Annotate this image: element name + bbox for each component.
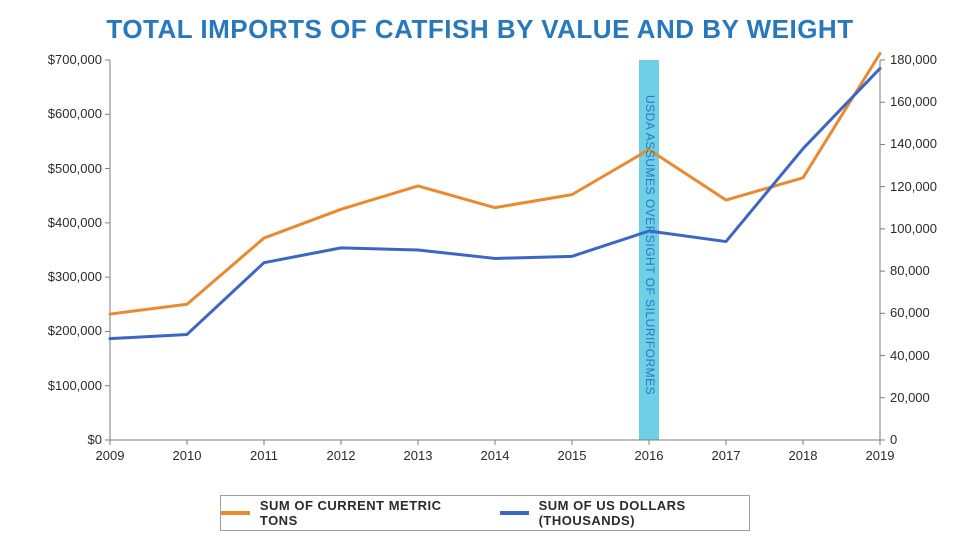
legend-swatch — [221, 511, 250, 515]
legend: SUM OF CURRENT METRIC TONS SUM OF US DOLL… — [220, 495, 750, 531]
annotation-text: USDA ASSUMES OVERSIGHT OF SILURIFORMES — [643, 95, 657, 425]
legend-item: SUM OF CURRENT METRIC TONS — [221, 498, 450, 528]
legend-label: SUM OF CURRENT METRIC TONS — [260, 498, 450, 528]
chart-svg — [0, 0, 960, 552]
legend-label: SUM OF US DOLLARS (THOUSANDS) — [539, 498, 749, 528]
series-line — [110, 68, 880, 338]
legend-item: SUM OF US DOLLARS (THOUSANDS) — [500, 498, 749, 528]
chart-area: $0$100,000$200,000$300,000$400,000$500,0… — [0, 0, 960, 552]
legend-swatch — [500, 511, 529, 515]
series-line — [110, 53, 880, 314]
